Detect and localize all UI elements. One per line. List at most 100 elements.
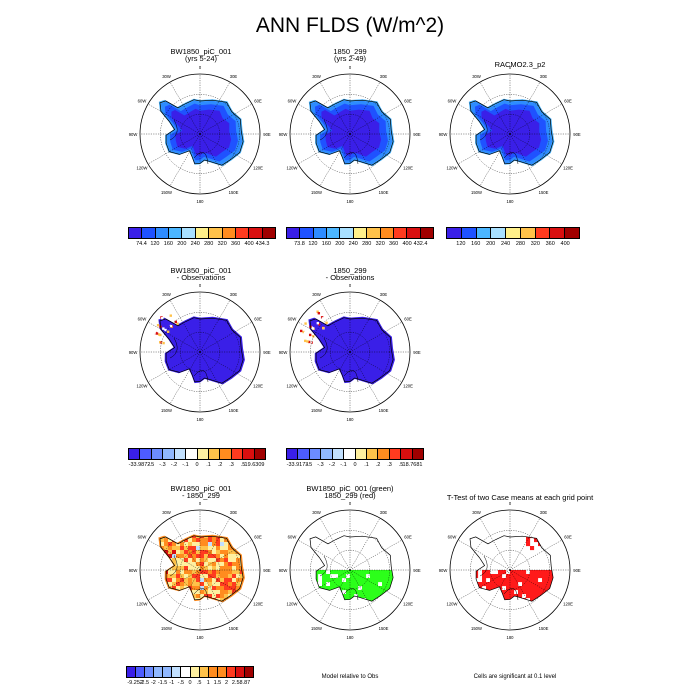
land-fill-interior xyxy=(171,108,232,157)
colorbar-swatch xyxy=(169,228,183,238)
longitude-label: 30E xyxy=(230,510,238,515)
colorbar-swatch xyxy=(355,449,367,459)
colorbar-tick-label: 200 xyxy=(486,241,496,247)
colorbar-tick-label: -.1 xyxy=(340,462,347,468)
colorbar-swatch xyxy=(461,228,477,238)
map-boundary xyxy=(289,291,411,413)
panel-title-5: 1850_299- Observations xyxy=(325,266,375,282)
colorbar-swatch xyxy=(172,667,182,677)
longitude-label: 30W xyxy=(312,510,321,515)
colorbar-tick-label: 432.4 xyxy=(413,241,428,247)
colorbar-swatch xyxy=(235,228,250,238)
colorbar-tick-label: -.5 xyxy=(305,462,313,468)
colorbar-swatch xyxy=(142,228,156,238)
polar-map-bw1850-annual: 0 30E 60E 90E 120E 150E 180 150W 120W 90W 60W 30W xyxy=(129,65,271,204)
colorbar-swatch xyxy=(127,667,137,677)
longitude-label: 150E xyxy=(229,626,239,631)
longitude-label: 90E xyxy=(263,132,271,137)
colorbar-swatch xyxy=(412,449,424,459)
colorbar-tick-label: 360 xyxy=(389,241,399,247)
longitude-label: 0 xyxy=(349,501,352,506)
longitude-label: 30W xyxy=(162,74,171,79)
map-boundary xyxy=(139,73,261,195)
map-boundary xyxy=(449,73,571,195)
longitude-label: 30E xyxy=(380,74,388,79)
longitude-label: 30W xyxy=(472,510,481,515)
coastal-anomaly-cells xyxy=(299,310,328,344)
colorbar-swatch xyxy=(226,667,236,677)
colorbar-swatch xyxy=(300,228,314,238)
longitude-label: 30W xyxy=(162,292,171,297)
colorbar-swatch xyxy=(565,228,580,238)
graticule xyxy=(290,74,410,194)
colorbar-tick-label: -33.9872 xyxy=(128,462,151,468)
colorbar-tick-label: -1.5 xyxy=(157,680,168,686)
panel-title-7: BW1850_piC_001 (green) 1850_299 (red) xyxy=(306,484,394,500)
longitude-label: 30E xyxy=(380,292,388,297)
longitude-label: 90W xyxy=(439,568,448,573)
longitude-label: 150E xyxy=(229,190,239,195)
longitude-label: 30E xyxy=(230,292,238,297)
colorbar-tick-label: 0 xyxy=(353,462,357,468)
polar-map-case-difference: 0 30E 60E 90E 120E 150E 180 150W 120W 90W 60W 30W xyxy=(129,501,271,640)
longitude-label: 90W xyxy=(279,568,288,573)
longitude-label: 180 xyxy=(197,199,205,204)
colorbar-swatch xyxy=(366,449,379,459)
colorbar-tick-label: .5 xyxy=(240,462,246,468)
longitude-label: 60E xyxy=(404,316,412,321)
colorbar-tick-label: 360 xyxy=(231,241,241,247)
colorbar-tick-label: 120 xyxy=(308,241,318,247)
colorbar-swatch xyxy=(163,667,173,677)
colorbar-swatch xyxy=(340,228,354,238)
colorbar-tick-label: 2 xyxy=(225,680,229,686)
longitude-label: 150E xyxy=(229,408,239,413)
colorbar-swatch xyxy=(344,449,356,459)
colorbar-swatch xyxy=(476,228,492,238)
colorbar-tick-label: 0 xyxy=(188,680,192,686)
land-fill-difference xyxy=(308,316,395,385)
ice-shelf-edge xyxy=(479,555,519,601)
graticule xyxy=(290,292,410,412)
colorbar-tick-label: 280 xyxy=(515,241,526,247)
longitude-label: 30W xyxy=(472,74,481,79)
colorbar-cells xyxy=(286,448,424,460)
colorbar-tick-label: 0 xyxy=(195,462,199,468)
land-fill-interior xyxy=(321,108,382,157)
colorbar-swatch xyxy=(447,228,462,238)
longitude-label: 30E xyxy=(540,74,548,79)
colorbar-tick-label: -.3 xyxy=(159,462,166,468)
colorbar-tick-label: 18.7681 xyxy=(402,462,423,468)
longitude-label: 90E xyxy=(573,132,581,137)
colorbar-tick-label: -.5 xyxy=(177,680,185,686)
colorbar-swatch xyxy=(199,667,209,677)
longitude-label: 150E xyxy=(539,626,549,631)
longitude-label: 90E xyxy=(413,350,421,355)
colorbar-1850-299: 73.8 120 160 200 240 280 320 360 400 432.4 xyxy=(286,227,434,248)
longitude-label: 90E xyxy=(263,350,271,355)
colorbar-tick-label: 19.6309 xyxy=(244,462,265,468)
longitude-label: 150E xyxy=(379,190,389,195)
map-boundary xyxy=(289,509,411,631)
colorbar-swatch xyxy=(254,449,266,459)
colorbar-tick-label: 200 xyxy=(335,241,345,247)
colorbar-tick-label: 280 xyxy=(204,241,214,247)
coastline xyxy=(159,99,244,166)
colorbar-tick-label: 240 xyxy=(190,241,200,247)
map-boundary xyxy=(449,509,571,631)
colorbar-tick-label: .1 xyxy=(206,462,211,468)
colorbar-tick-label: .1 xyxy=(364,462,369,468)
longitude-label: 150W xyxy=(471,626,482,631)
colorbar-swatch xyxy=(209,228,223,238)
colorbar-swatch xyxy=(245,667,254,677)
colorbar-cells xyxy=(128,227,276,239)
longitude-label: 30E xyxy=(230,74,238,79)
longitude-label: 150W xyxy=(471,190,482,195)
colorbar-tick-label: 8.87 xyxy=(239,680,251,686)
colorbar-cells xyxy=(446,227,580,239)
colorbar-tick-label: .5 xyxy=(196,680,202,686)
colorbar-tick-label: 120 xyxy=(456,241,466,247)
longitude-label: 150W xyxy=(311,408,322,413)
longitude-label: 60E xyxy=(404,534,412,539)
longitude-label: 150W xyxy=(161,408,172,413)
colorbar-tick-label: -2 xyxy=(150,680,156,686)
